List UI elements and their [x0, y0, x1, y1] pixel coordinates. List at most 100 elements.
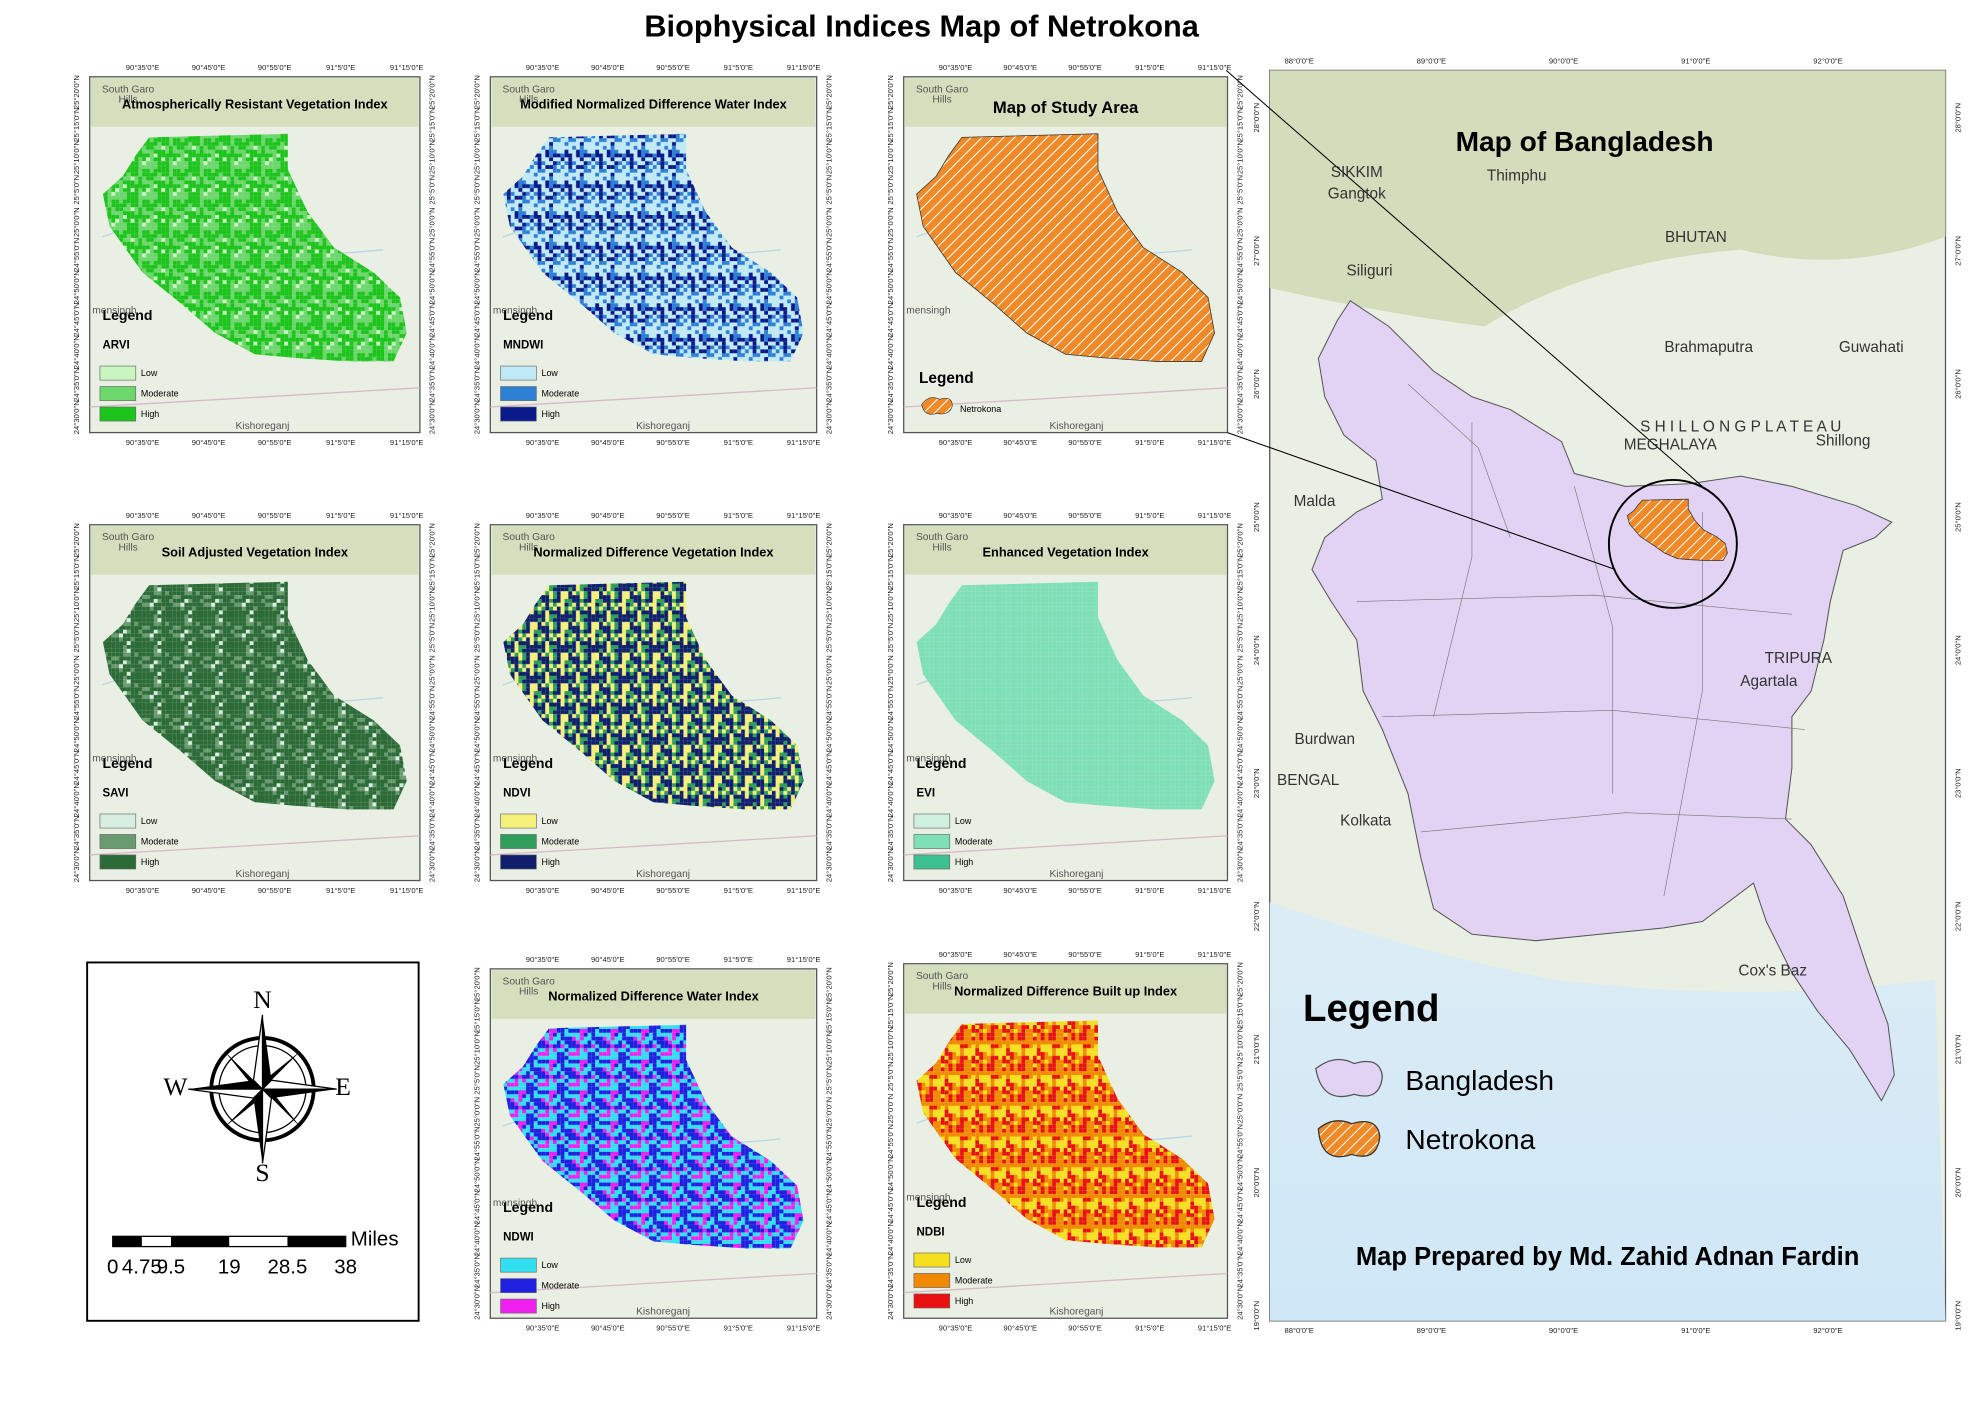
- netrokona-raster: [916, 1020, 1215, 1248]
- lat-label: 28°0'0"N: [1953, 103, 1962, 133]
- place-label: Gangtok: [1328, 186, 1386, 203]
- place-label: South Garo: [916, 971, 969, 982]
- lat-label: 25°10'0"N: [72, 588, 81, 622]
- lat-label: 24°50'0"N: [824, 1158, 833, 1192]
- lon-label: 91°15'0"E: [787, 438, 821, 447]
- lat-label: 25°15'0"N: [428, 108, 437, 142]
- place-label: Siliguri: [1347, 262, 1393, 279]
- lat-label: 25°0'0"N: [886, 655, 895, 685]
- legend-label: Moderate: [955, 837, 993, 847]
- lat-label: 24°35'0"N: [473, 1254, 482, 1288]
- lon-label: 90°55'0"E: [656, 886, 690, 895]
- lat-label: 24°45'0"N: [72, 303, 81, 337]
- lat-label: 25°0'0"N: [473, 655, 482, 685]
- lon-label: 91°15'0"E: [1198, 63, 1232, 72]
- lon-label: 90°45'0"E: [591, 1324, 625, 1333]
- lat-label: 24°30'0"N: [1235, 400, 1244, 434]
- legend-label: Low: [955, 1255, 972, 1265]
- lat-label: 24°40'0"N: [1235, 783, 1244, 817]
- legend-swatch: [500, 1298, 537, 1314]
- lon-label: 91°5'0"E: [724, 1324, 753, 1333]
- netrokona-area: [916, 133, 1215, 362]
- lat-label: 24°45'0"N: [1235, 303, 1244, 337]
- page-title: Biophysical Indices Map of Netrokona: [644, 8, 1199, 43]
- lon-label: 91°0'0"E: [1681, 56, 1710, 65]
- place-label: Hills: [118, 542, 137, 553]
- lon-label: 91°5'0"E: [1135, 511, 1164, 520]
- legend-title: Legend: [503, 755, 553, 771]
- netrokona-raster: [102, 133, 407, 362]
- lat-label: 24°45'0"N: [428, 303, 437, 337]
- place-label: Kishoreganj: [636, 869, 690, 880]
- lat-label: 24°40'0"N: [473, 335, 482, 369]
- place-label: Malda: [1294, 493, 1336, 510]
- himalaya: [1269, 70, 1946, 327]
- road: [89, 387, 420, 408]
- lon-label: 91°15'0"E: [390, 511, 424, 520]
- lat-label: 24°45'0"N: [473, 303, 482, 337]
- lon-label: 90°45'0"E: [192, 438, 226, 447]
- lat-label: 24°40'0"N: [886, 783, 895, 817]
- legend-swatch: [99, 386, 137, 401]
- lat-label: 25°5'0"N: [824, 623, 833, 653]
- lat-label: 25°0'0"N: [1235, 1094, 1244, 1124]
- lon-label: 91°5'0"E: [1135, 950, 1164, 959]
- legend-label: Bangladesh: [1405, 1065, 1554, 1096]
- index-name: NDBI: [916, 1227, 944, 1239]
- lat-label: 25°0'0"N: [72, 655, 81, 685]
- compass-w: W: [163, 1072, 188, 1101]
- legend-label: Netrokona: [1405, 1124, 1535, 1155]
- lat-label: 25°5'0"N: [428, 623, 437, 653]
- lat-label: 25°0'0"N: [824, 1097, 833, 1127]
- legend-label: High: [955, 1296, 973, 1306]
- lat-label: 25°20'0"N: [1235, 75, 1244, 109]
- lon-label: 91°5'0"E: [326, 511, 355, 520]
- lat-label: 25°10'0"N: [1235, 140, 1244, 174]
- lat-label: 25°10'0"N: [886, 588, 895, 622]
- lon-label: 90°45'0"E: [591, 886, 625, 895]
- lat-label: 24°40'0"N: [428, 783, 437, 817]
- lon-label: 91°15'0"E: [390, 886, 424, 895]
- legend-title: Legend: [916, 755, 966, 771]
- lat-label: 25°5'0"N: [473, 623, 482, 653]
- place-label: South Garo: [916, 532, 969, 543]
- lat-label: 24°50'0"N: [473, 270, 482, 304]
- lat-label: 19°0'0"N: [1252, 1301, 1261, 1331]
- lat-label: 25°0'0"N: [473, 1097, 482, 1127]
- road: [89, 835, 420, 856]
- place-label: SIKKIM: [1331, 164, 1383, 181]
- lat-label: 24°45'0"N: [473, 1190, 482, 1224]
- lat-label: 24°30'0"N: [824, 400, 833, 434]
- lon-label: 91°15'0"E: [390, 438, 424, 447]
- lon-label: 90°55'0"E: [656, 438, 690, 447]
- lat-label: 24°30'0"N: [473, 400, 482, 434]
- lat-label: 24°35'0"N: [428, 368, 437, 402]
- lon-label: 90°35'0"E: [939, 511, 973, 520]
- road: [490, 387, 817, 408]
- index-name: SAVI: [103, 788, 129, 800]
- lat-label: 23°0'0"N: [1953, 768, 1962, 798]
- legend-label: Low: [541, 1260, 558, 1270]
- index-name: NDVI: [503, 788, 530, 800]
- lon-label: 90°55'0"E: [1068, 950, 1102, 959]
- lon-label: 90°45'0"E: [1003, 886, 1037, 895]
- place-label: South Garo: [503, 976, 556, 987]
- lon-label: 91°5'0"E: [326, 438, 355, 447]
- lon-label: 90°45'0"E: [591, 438, 625, 447]
- lon-label: 90°45'0"E: [1003, 950, 1037, 959]
- legend-label: Moderate: [541, 1281, 579, 1291]
- lon-label: 91°15'0"E: [1198, 1324, 1232, 1333]
- hills-band: [90, 526, 419, 575]
- place-label: Kishoreganj: [235, 421, 289, 432]
- hills-band: [491, 526, 816, 575]
- lat-label: 24°40'0"N: [72, 335, 81, 369]
- lon-label: 91°5'0"E: [724, 63, 753, 72]
- place-label: Shillong: [1816, 433, 1871, 450]
- lat-label: 24°35'0"N: [824, 816, 833, 850]
- lon-label: 90°35'0"E: [526, 1324, 560, 1333]
- lon-label: 90°45'0"E: [1003, 511, 1037, 520]
- lon-label: 90°35'0"E: [126, 511, 160, 520]
- place-label: BHUTAN: [1665, 229, 1727, 246]
- place-label: Kishoreganj: [636, 421, 690, 432]
- compass-rose: [188, 1014, 337, 1164]
